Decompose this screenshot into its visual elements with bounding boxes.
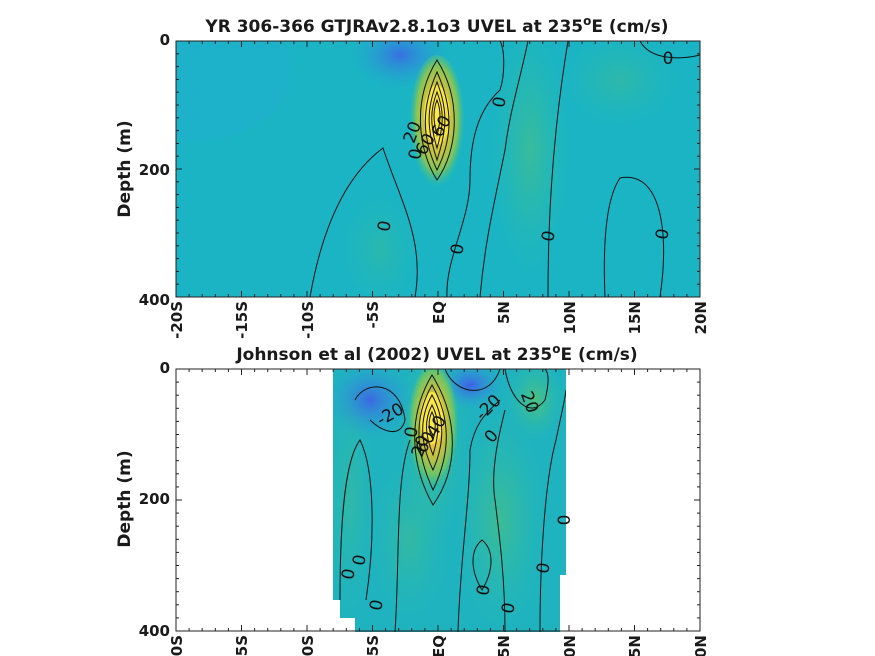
contour-label: 0	[338, 567, 360, 581]
x-tick-label: 5N	[495, 301, 513, 324]
top-x-ticks	[175, 40, 701, 298]
x-tick-label: -10S	[299, 635, 317, 656]
bottom-y-axis-label: Depth (m)	[115, 450, 135, 547]
x-tick-label: -15S	[233, 301, 251, 339]
y-tick-label: 200	[139, 490, 170, 508]
top-panel: YR 306-366 GTJRAv2.8.1o3 UVEL at 235oE (…	[115, 14, 710, 339]
contour-label: 0	[473, 583, 495, 597]
bottom-panel: Johnson et al (2002) UVEL at 235oE (cm/s…	[115, 342, 710, 656]
contour-label: 0	[498, 601, 520, 615]
y-tick-label: 400	[139, 291, 170, 309]
x-tick-label: EQ	[430, 301, 448, 324]
x-tick-label: 20N	[692, 301, 710, 334]
x-tick-label: 15N	[626, 301, 644, 334]
bottom-heatmap-field	[333, 369, 566, 632]
x-tick-label: -5S	[364, 635, 382, 656]
top-chart-title: YR 306-366 GTJRAv2.8.1o3 UVEL at 235oE (…	[204, 14, 668, 37]
x-tick-label: 15N	[626, 635, 644, 656]
contour-label: 0	[489, 95, 511, 109]
contour-label: 0	[555, 515, 575, 526]
contour-label: 0	[538, 229, 560, 243]
bottom-chart-title: Johnson et al (2002) UVEL at 235oE (cm/s…	[235, 342, 637, 365]
contour-label: 0	[405, 147, 427, 161]
bottom-contours	[339, 369, 566, 632]
contour-label: 0	[652, 227, 674, 241]
top-y-axis-label: Depth (m)	[115, 120, 135, 217]
bottom-x-tick-labels: -20S -15S -10S -5S EQ 5N 10N 15N 20N	[168, 635, 710, 656]
x-tick-label: -15S	[233, 635, 251, 656]
y-tick-label: 200	[139, 161, 170, 179]
x-tick-label: 10N	[561, 301, 579, 334]
contour-label: 0	[663, 49, 674, 69]
x-tick-label: EQ	[430, 635, 448, 656]
x-tick-label: -20S	[168, 301, 186, 339]
x-tick-label: 5N	[495, 635, 513, 656]
contour-label: 0	[374, 219, 396, 233]
contour-label: 0	[447, 242, 469, 256]
x-tick-label: -20S	[168, 635, 186, 656]
x-tick-label: 10N	[561, 635, 579, 656]
contour-label: 0	[533, 561, 555, 575]
y-tick-label: 0	[160, 31, 170, 49]
x-tick-label: -10S	[299, 301, 317, 339]
contour-label: 0	[366, 598, 388, 612]
contour-label: 0	[349, 553, 371, 567]
top-x-tick-labels: -20S -15S -10S -5S EQ 5N 10N 15N 20N	[168, 301, 710, 339]
x-tick-label: 20N	[692, 635, 710, 656]
y-tick-label: 0	[160, 359, 170, 377]
y-tick-label: 400	[139, 622, 170, 640]
contour-label: 0	[401, 425, 423, 439]
x-tick-label: -5S	[364, 301, 382, 328]
top-contours	[309, 41, 700, 297]
bottom-x-ticks	[175, 368, 701, 632]
